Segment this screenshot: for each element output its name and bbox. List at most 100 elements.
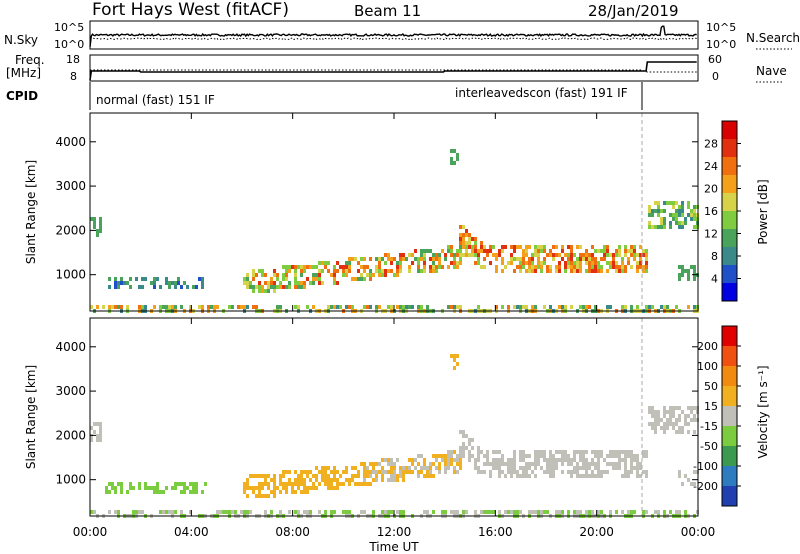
colorbar-swatch [722, 265, 737, 283]
velocity-cell [513, 454, 516, 458]
velocity-cell [288, 510, 291, 514]
power-cell [261, 285, 264, 289]
velocity-cell [477, 458, 480, 462]
velocity-cell [159, 490, 162, 494]
power-cell [363, 257, 366, 261]
velocity-cell [168, 510, 171, 514]
velocity-cell [321, 474, 324, 478]
power-cell [540, 265, 543, 269]
power-cell [417, 305, 420, 309]
velocity-cell [627, 450, 630, 454]
power-cell [528, 257, 531, 261]
velocity-cell [519, 450, 522, 454]
velocity-cell [315, 474, 318, 478]
velocity-cell [579, 454, 582, 458]
power-cell [549, 265, 552, 269]
power-cell [465, 241, 468, 245]
velocity-cell [675, 422, 678, 426]
velocity-cell [240, 510, 243, 514]
velocity-cell [573, 450, 576, 454]
power-cell [168, 281, 171, 285]
velocity-cell [684, 510, 687, 514]
power-cell [168, 305, 171, 309]
power-cell [654, 225, 657, 229]
velocity-cell [372, 470, 375, 474]
velocity-cell [93, 430, 96, 434]
velocity-cell [528, 466, 531, 470]
velocity-cell [525, 474, 528, 478]
velocity-cell [297, 510, 300, 514]
power-cell [678, 225, 681, 229]
velocity-cell [390, 474, 393, 478]
velocity-cell [246, 482, 249, 486]
velocity-cell [249, 510, 252, 514]
velocity-cell [303, 490, 306, 494]
velocity-cell [657, 410, 660, 414]
colorbar-tick-label: -50 [700, 440, 718, 453]
power-cell [681, 265, 684, 269]
power-cell [678, 205, 681, 209]
velocity-cell [687, 478, 690, 482]
power-cell [432, 253, 435, 257]
power-cell [564, 269, 567, 273]
power-cell [141, 305, 144, 309]
power-cell [624, 253, 627, 257]
power-cell [300, 273, 303, 277]
velocity-cell [273, 494, 276, 498]
velocity-cell [180, 490, 183, 494]
velocity-cell [561, 450, 564, 454]
power-cell [558, 305, 561, 309]
velocity-cell [321, 470, 324, 474]
power-cell [621, 269, 624, 273]
power-cell [384, 273, 387, 277]
power-cell [528, 265, 531, 269]
velocity-cell [603, 470, 606, 474]
velocity-cell [471, 454, 474, 458]
velocity-cell [627, 470, 630, 474]
velocity-cell [312, 482, 315, 486]
power-cell [591, 257, 594, 261]
power-cell [474, 241, 477, 245]
power-cell [654, 209, 657, 213]
power-cell [609, 253, 612, 257]
power-cell [303, 265, 306, 269]
power-cell [411, 305, 414, 309]
velocity-cell [447, 454, 450, 458]
velocity-cell [522, 470, 525, 474]
velocity-cell [330, 510, 333, 514]
velocity-cell [618, 458, 621, 462]
velocity-cell [396, 474, 399, 478]
colorbar-swatch [722, 211, 737, 229]
cpid-panel: CPID normal (fast) 151 IF interleavedsco… [6, 82, 643, 110]
power-cell [603, 249, 606, 253]
power-cell [648, 209, 651, 213]
y-tick-label: 1000 [55, 268, 86, 282]
velocity-cell [303, 510, 306, 514]
power-cell [462, 241, 465, 245]
velocity-cell [216, 510, 219, 514]
power-cell [99, 225, 102, 229]
velocity-cell [300, 474, 303, 478]
velocity-cell [657, 418, 660, 422]
velocity-cell [456, 362, 459, 366]
colorbar-frame [721, 325, 738, 507]
power-cell [375, 257, 378, 261]
power-cell [516, 265, 519, 269]
power-cell [480, 249, 483, 253]
velocity-cell [462, 450, 465, 454]
velocity-cell [342, 470, 345, 474]
power-cell [321, 281, 324, 285]
velocity-cell [663, 422, 666, 426]
power-cell [669, 201, 672, 205]
power-cell [339, 305, 342, 309]
velocity-cell [555, 462, 558, 466]
power-cell [609, 265, 612, 269]
velocity-cell [357, 482, 360, 486]
power-cell [603, 245, 606, 249]
power-cell [477, 257, 480, 261]
power-cell [651, 209, 654, 213]
velocity-cell [615, 510, 618, 514]
velocity-cell [366, 470, 369, 474]
power-cell [312, 277, 315, 281]
velocity-cell [423, 458, 426, 462]
